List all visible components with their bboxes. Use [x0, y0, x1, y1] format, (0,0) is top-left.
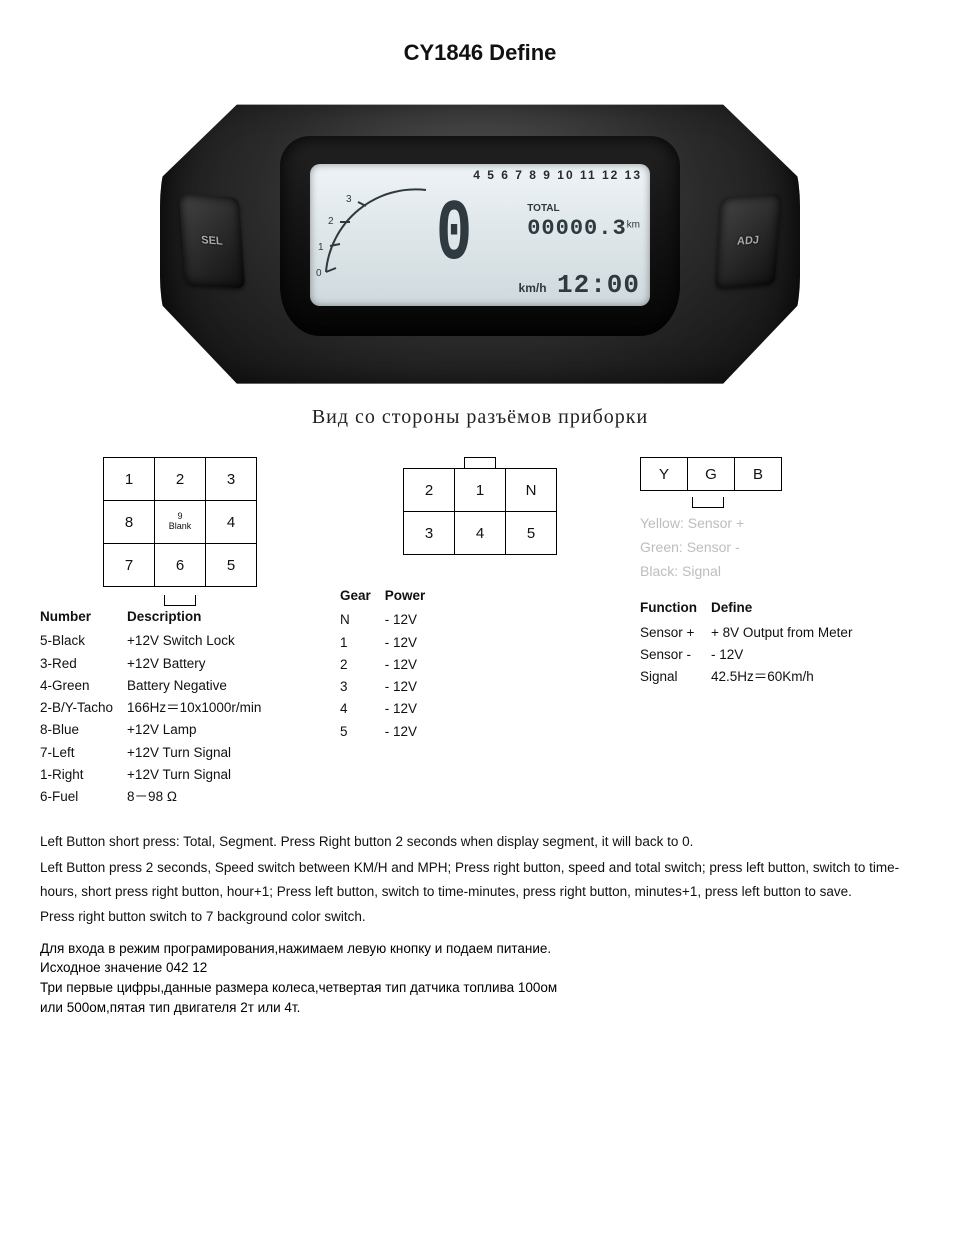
table-row: 3- 12V: [340, 676, 439, 698]
table-row: 4- 12V: [340, 698, 439, 720]
connector-mid-table: Gear Power N- 12V 1- 12V 2- 12V 3- 12V 4…: [340, 585, 620, 743]
gpin-n: N: [506, 469, 557, 512]
table-row: 5- 12V: [340, 721, 439, 743]
pin-5: 5: [206, 544, 257, 587]
hdr-desc: Description: [127, 606, 275, 630]
connector-right-faded: Yellow: Sensor + Green: Sensor - Black: …: [640, 512, 920, 583]
gauge-device: SEL ADJ x1000r/min 4 5 6 7 8 9 10 11 12 …: [160, 86, 800, 396]
gpin-5: 5: [506, 512, 557, 555]
sel-button[interactable]: SEL: [179, 194, 245, 289]
table-row: 1-Right+12V Turn Signal: [40, 764, 275, 786]
adj-button-label: ADJ: [715, 194, 781, 289]
odo-unit: km: [627, 220, 640, 231]
ru-note-line: Исходное значение 042 12: [40, 958, 920, 978]
pin-1: 1: [104, 458, 155, 501]
odometer: TOTAL 00000.3km: [527, 198, 640, 241]
hdr-power: Power: [385, 585, 440, 609]
faded-line: Black: Signal: [640, 560, 920, 584]
instruction-line: Press right button switch to 7 backgroun…: [40, 905, 920, 929]
page: CY1846 Define SEL ADJ x1000r/min 4 5 6 7…: [0, 0, 960, 1242]
table-row: 3-Red+12V Battery: [40, 653, 275, 675]
lcd-bottom-row: km/h 12:00: [519, 270, 640, 300]
hdr-gear: Gear: [340, 585, 385, 609]
speed-unit: km/h: [519, 281, 547, 295]
tach-arc: 0 1 2 3: [316, 172, 436, 282]
table-row: 4-GreenBattery Negative: [40, 675, 275, 697]
table-row: 1- 12V: [340, 632, 439, 654]
table-row: Sensor ++ 8V Output from Meter: [640, 622, 866, 644]
odo-value: 00000.3: [527, 216, 626, 241]
gpin-1: 1: [455, 469, 506, 512]
pin-9-blank: 9Blank: [155, 501, 206, 544]
sel-button-label: SEL: [179, 194, 245, 289]
pin-3: 3: [206, 458, 257, 501]
connector-right-diagram: Y G B: [640, 457, 920, 508]
tach-tick-0: 0: [316, 268, 322, 279]
connector-left-table: Number Description 5-Black+12V Switch Lo…: [40, 606, 320, 808]
ygb-g: G: [688, 458, 735, 491]
connector-left-grid: 1 2 3 8 9Blank 4 7 6 5: [103, 457, 257, 587]
connector-mid-col: 2 1 N 3 4 5 Gear Power: [340, 457, 620, 808]
ygb-b: B: [735, 458, 782, 491]
table-row: 7-Left+12V Turn Signal: [40, 742, 275, 764]
connectors-row: 1 2 3 8 9Blank 4 7 6 5: [40, 457, 920, 808]
pin-8: 8: [104, 501, 155, 544]
connector-mid-tab: [464, 457, 496, 468]
connector-mid-diagram: 2 1 N 3 4 5: [340, 457, 620, 563]
connector-mid-grid: 2 1 N 3 4 5: [403, 468, 557, 555]
pin-7: 7: [104, 544, 155, 587]
gpin-3: 3: [404, 512, 455, 555]
adj-button[interactable]: ADJ: [715, 194, 781, 289]
connector-right-tab: [692, 497, 724, 508]
connector-left-tab: [164, 595, 196, 606]
faded-line: Green: Sensor -: [640, 536, 920, 560]
connector-right-grid: Y G B: [640, 457, 782, 491]
table-row: Signal42.5Hz＝60Km/h: [640, 666, 866, 688]
instructions-block: Left Button short press: Total, Segment.…: [40, 830, 920, 929]
ru-note-line: или 500ом,пятая тип двигателя 2т или 4т.: [40, 998, 920, 1018]
pin-2: 2: [155, 458, 206, 501]
connector-right-col: Y G B Yellow: Sensor + Green: Sensor - B…: [640, 457, 920, 808]
ygb-y: Y: [641, 458, 688, 491]
hdr-def: Define: [711, 597, 866, 621]
connector-left-col: 1 2 3 8 9Blank 4 7 6 5: [40, 457, 320, 808]
page-title: CY1846 Define: [40, 40, 920, 66]
table-row: 8-Blue+12V Lamp: [40, 719, 275, 741]
gpin-2: 2: [404, 469, 455, 512]
ru-note-line: Три первые цифры,данные размера колеса,ч…: [40, 978, 920, 998]
tach-tick-3: 3: [346, 194, 352, 205]
tach-tick-1: 1: [318, 242, 324, 253]
table-row: 5-Black+12V Switch Lock: [40, 630, 275, 652]
ru-notes-block: Для входа в режим програмирования,нажима…: [40, 939, 920, 1017]
gpin-4: 4: [455, 512, 506, 555]
table-row: N- 12V: [340, 609, 439, 631]
odo-label: TOTAL: [527, 203, 559, 214]
instruction-line: Left Button short press: Total, Segment.…: [40, 830, 920, 854]
table-row: 2- 12V: [340, 654, 439, 676]
pin-6: 6: [155, 544, 206, 587]
instruction-line: Left Button press 2 seconds, Speed switc…: [40, 856, 920, 903]
table-row: 2-B/Y-Tacho166Hz＝10x1000r/min: [40, 697, 275, 719]
tach-tick-2: 2: [328, 216, 334, 227]
handwritten-caption: Вид со стороны разъёмов приборки: [40, 406, 920, 429]
gear-indicator: 0: [436, 192, 468, 278]
hdr-number: Number: [40, 606, 127, 630]
connector-right-table: Function Define Sensor ++ 8V Output from…: [640, 597, 920, 688]
connector-left-diagram: 1 2 3 8 9Blank 4 7 6 5: [40, 457, 320, 606]
hdr-fn: Function: [640, 597, 711, 621]
clock: 12:00: [557, 270, 640, 300]
faded-line: Yellow: Sensor +: [640, 512, 920, 536]
table-row: 6-Fuel8－98 Ω: [40, 786, 275, 808]
pin-4: 4: [206, 501, 257, 544]
ru-note-line: Для входа в режим програмирования,нажима…: [40, 939, 920, 959]
table-row: Sensor -- 12V: [640, 644, 866, 666]
lcd-display: x1000r/min 4 5 6 7 8 9 10 11 12 13 0 1 2…: [310, 164, 650, 306]
